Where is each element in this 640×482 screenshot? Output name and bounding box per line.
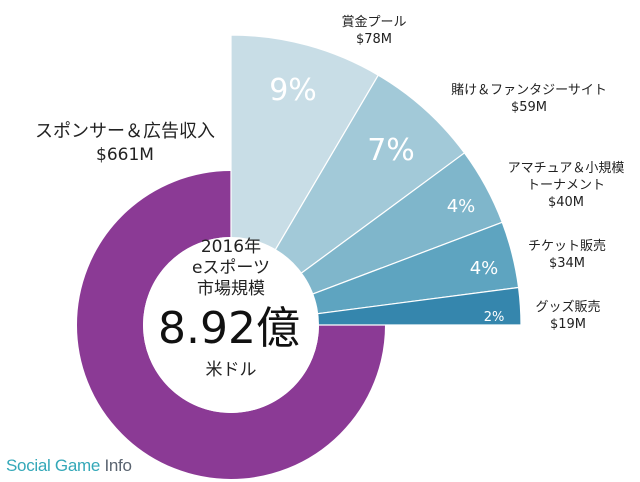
s3-name: チケット販売	[528, 238, 606, 254]
s1-value: $59M	[511, 100, 547, 115]
s0-value: $78M	[356, 32, 392, 47]
s1-name: 賭け＆ファンタジーサイト	[451, 83, 607, 98]
logo-part2: Info	[104, 456, 132, 475]
social-game-info-logo: Social Game Info	[6, 456, 132, 476]
main-segment-value: $661M	[96, 145, 154, 165]
main-segment-name: スポンサー＆広告収入	[35, 121, 215, 142]
s2-name-line1: アマチュア＆小規模	[508, 161, 625, 176]
center-value: 8.92億	[158, 303, 300, 354]
pct-label-s4: 2%	[484, 310, 505, 325]
s0-name: 賞金プール	[341, 14, 406, 30]
s2-name-line2: トーナメント	[527, 178, 605, 193]
center-subtitle: eスポーツ	[192, 258, 270, 278]
s4-value: $19M	[550, 317, 586, 332]
center-unit: 米ドル	[206, 360, 257, 380]
s3-value: $34M	[549, 256, 585, 271]
center-disc	[143, 237, 319, 413]
center-year: 2016年	[201, 237, 261, 257]
pct-label-s0: 9%	[269, 73, 317, 108]
s2-value: $40M	[548, 195, 584, 210]
pct-label-s2: 4%	[447, 196, 476, 217]
pct-label-s1: 7%	[367, 133, 415, 168]
pct-label-s3: 4%	[470, 258, 499, 279]
center-title: 市場規模	[197, 279, 265, 299]
s4-name: グッズ販売	[535, 299, 600, 315]
logo-part1: Social Game	[6, 456, 105, 475]
